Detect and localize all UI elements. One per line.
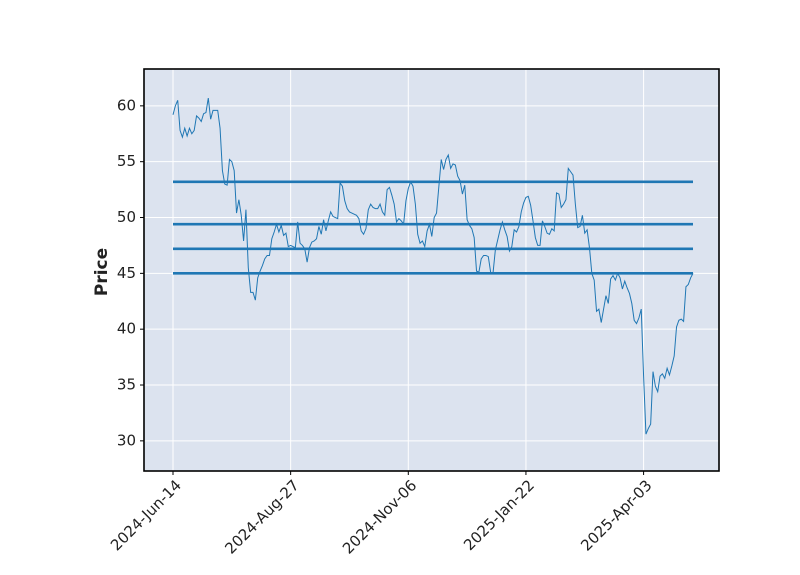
y-tick-label: 60 bbox=[117, 96, 136, 114]
x-tick-label: 2025-Apr-03 bbox=[577, 476, 655, 554]
plot-frame bbox=[143, 68, 720, 472]
y-tick-label: 45 bbox=[117, 264, 136, 282]
plot-area bbox=[144, 69, 719, 471]
x-tick-label: 2025-Jan-22 bbox=[460, 476, 538, 554]
x-tick-label: 2024-Nov-06 bbox=[339, 476, 420, 557]
y-tick-label: 30 bbox=[117, 431, 136, 449]
y-tick-label: 50 bbox=[117, 208, 136, 226]
y-tick-label: 55 bbox=[117, 152, 136, 170]
y-axis-label: Price bbox=[92, 248, 112, 296]
y-tick-label: 35 bbox=[117, 376, 136, 394]
x-tick-label: 2024-Jun-14 bbox=[107, 476, 185, 554]
y-tick-label: 40 bbox=[117, 320, 136, 338]
x-tick-label: 2024-Aug-27 bbox=[221, 476, 302, 557]
